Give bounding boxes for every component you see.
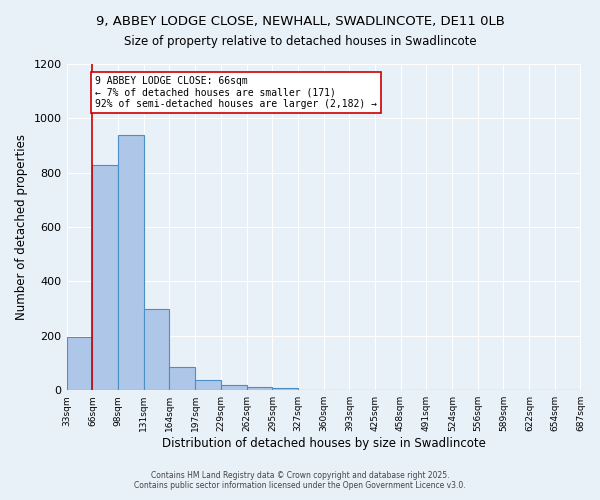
Text: 9 ABBEY LODGE CLOSE: 66sqm
← 7% of detached houses are smaller (171)
92% of semi: 9 ABBEY LODGE CLOSE: 66sqm ← 7% of detac… [95,76,377,110]
Bar [92,165,118,390]
Text: Size of property relative to detached houses in Swadlincote: Size of property relative to detached ho… [124,35,476,48]
Bar [143,308,169,390]
Text: Contains HM Land Registry data © Crown copyright and database right 2025.
Contai: Contains HM Land Registry data © Crown c… [134,470,466,490]
Bar [247,387,272,390]
Bar [169,367,196,390]
Bar [272,388,298,390]
Bar [196,380,221,390]
Y-axis label: Number of detached properties: Number of detached properties [15,134,28,320]
Bar [67,337,92,390]
Text: 9, ABBEY LODGE CLOSE, NEWHALL, SWADLINCOTE, DE11 0LB: 9, ABBEY LODGE CLOSE, NEWHALL, SWADLINCO… [95,15,505,28]
Bar [221,386,247,390]
X-axis label: Distribution of detached houses by size in Swadlincote: Distribution of detached houses by size … [161,437,485,450]
Bar [118,134,143,390]
